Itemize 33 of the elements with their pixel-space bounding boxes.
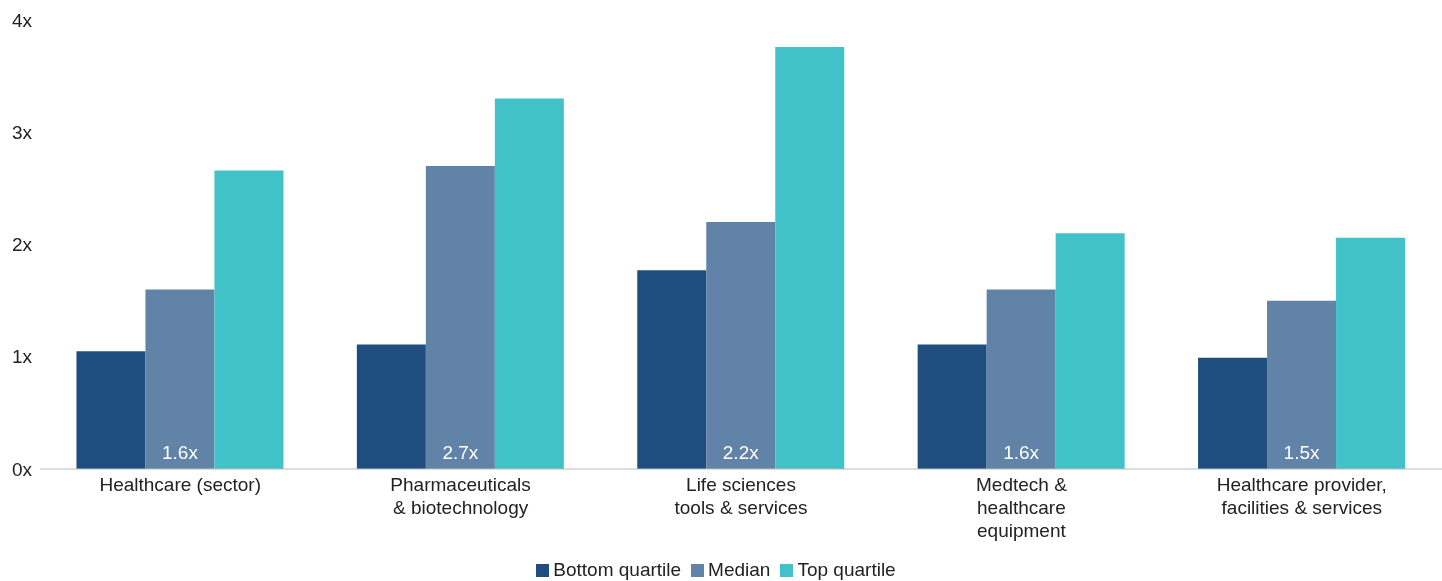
y-tick-label: 1x xyxy=(11,346,33,368)
data-label: 1.6x xyxy=(161,442,199,463)
data-label: 2.2x xyxy=(722,442,760,463)
bar xyxy=(1055,233,1125,469)
x-tick-label: Pharmaceuticals & biotechnology xyxy=(390,474,531,518)
data-label: 1.5x xyxy=(1283,442,1320,463)
bar xyxy=(775,46,845,469)
x-tick-label: Medtech & healthcare equipment xyxy=(975,474,1068,541)
bar xyxy=(637,270,707,469)
bar xyxy=(917,344,987,469)
legend-label: Bottom quartile xyxy=(553,559,682,580)
bar xyxy=(145,289,215,469)
x-tick-label: Healthcare (sector) xyxy=(99,474,261,495)
y-tick-label: 0x xyxy=(11,458,33,480)
bar xyxy=(214,170,284,469)
legend-label: Median xyxy=(708,559,771,580)
bar xyxy=(1198,357,1268,469)
x-tick-label: Healthcare provider, facilities & services xyxy=(1216,474,1387,518)
y-tick-label: 3x xyxy=(11,121,33,143)
data-label: 2.7x xyxy=(442,442,479,463)
bar xyxy=(1336,237,1406,469)
bar xyxy=(706,222,776,469)
bar xyxy=(425,165,495,469)
bar xyxy=(986,289,1056,469)
bar xyxy=(1267,300,1337,469)
bar xyxy=(494,98,564,469)
y-tick-label: 4x xyxy=(11,9,33,31)
legend-label: Top quartile xyxy=(797,559,896,580)
x-tick-label: Life sciences tools & services xyxy=(674,474,808,518)
bar xyxy=(76,351,146,469)
y-tick-label: 2x xyxy=(11,234,33,256)
data-label: 1.6x xyxy=(1003,442,1040,463)
bar xyxy=(356,344,426,469)
